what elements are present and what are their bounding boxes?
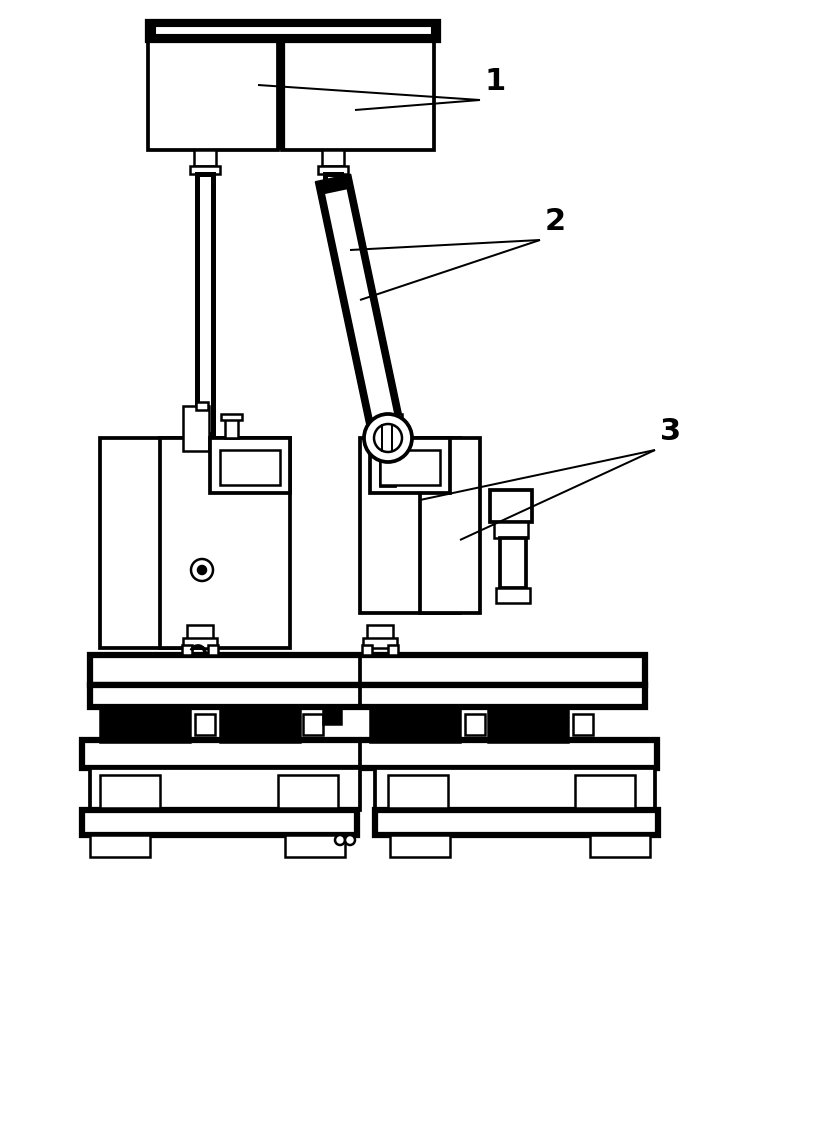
Bar — [190, 166, 220, 174]
Bar — [488, 707, 568, 742]
Polygon shape — [315, 174, 405, 442]
Bar — [360, 438, 460, 613]
Bar — [194, 150, 216, 166]
Text: 2: 2 — [545, 207, 566, 236]
Circle shape — [374, 424, 402, 452]
Bar — [575, 775, 635, 808]
Bar — [370, 707, 460, 742]
Circle shape — [335, 835, 345, 845]
Bar — [322, 150, 344, 166]
Circle shape — [345, 835, 355, 845]
Bar — [148, 21, 438, 40]
Bar — [183, 406, 209, 451]
Bar — [500, 538, 526, 588]
Bar — [363, 638, 397, 648]
Bar — [381, 414, 402, 420]
Text: 1: 1 — [485, 67, 506, 96]
Bar — [196, 402, 208, 411]
Circle shape — [198, 566, 206, 575]
Bar — [220, 450, 280, 485]
Bar — [187, 625, 213, 644]
Bar — [325, 174, 341, 204]
Text: 3: 3 — [660, 417, 681, 446]
Bar — [367, 625, 393, 644]
Bar — [390, 835, 450, 857]
Bar — [160, 438, 290, 648]
Bar — [210, 438, 290, 493]
Bar — [388, 775, 448, 808]
Polygon shape — [325, 189, 396, 426]
Bar — [385, 418, 398, 438]
Bar — [380, 450, 440, 485]
Bar — [148, 40, 278, 150]
Bar — [100, 707, 190, 742]
Bar — [362, 645, 372, 655]
Bar — [100, 775, 160, 808]
Bar — [278, 775, 338, 808]
Bar — [221, 414, 242, 420]
Bar — [323, 710, 341, 724]
Bar — [225, 418, 238, 438]
Bar — [195, 714, 215, 735]
Bar — [82, 810, 357, 835]
Bar — [328, 706, 336, 710]
Bar — [381, 461, 395, 486]
Bar — [90, 685, 645, 707]
Bar — [90, 655, 645, 685]
Bar — [90, 768, 360, 810]
Bar — [370, 438, 450, 493]
Circle shape — [191, 559, 213, 581]
Bar — [82, 740, 657, 768]
Bar — [155, 26, 431, 34]
Bar — [183, 638, 217, 648]
Bar — [220, 707, 300, 742]
Bar — [420, 438, 480, 613]
Bar — [375, 810, 658, 835]
Bar — [197, 174, 213, 434]
Bar — [303, 714, 323, 735]
Circle shape — [364, 414, 412, 461]
Bar — [282, 40, 434, 150]
Bar — [375, 768, 655, 810]
Bar — [465, 714, 485, 735]
Bar — [496, 588, 530, 603]
Bar — [573, 714, 593, 735]
Bar — [590, 835, 650, 857]
Bar — [182, 645, 192, 655]
Bar — [318, 166, 348, 174]
Bar — [388, 645, 398, 655]
Bar — [494, 523, 528, 538]
Bar — [208, 645, 218, 655]
Bar — [90, 835, 150, 857]
Bar — [490, 490, 532, 523]
Bar — [100, 438, 210, 648]
Bar — [285, 835, 345, 857]
